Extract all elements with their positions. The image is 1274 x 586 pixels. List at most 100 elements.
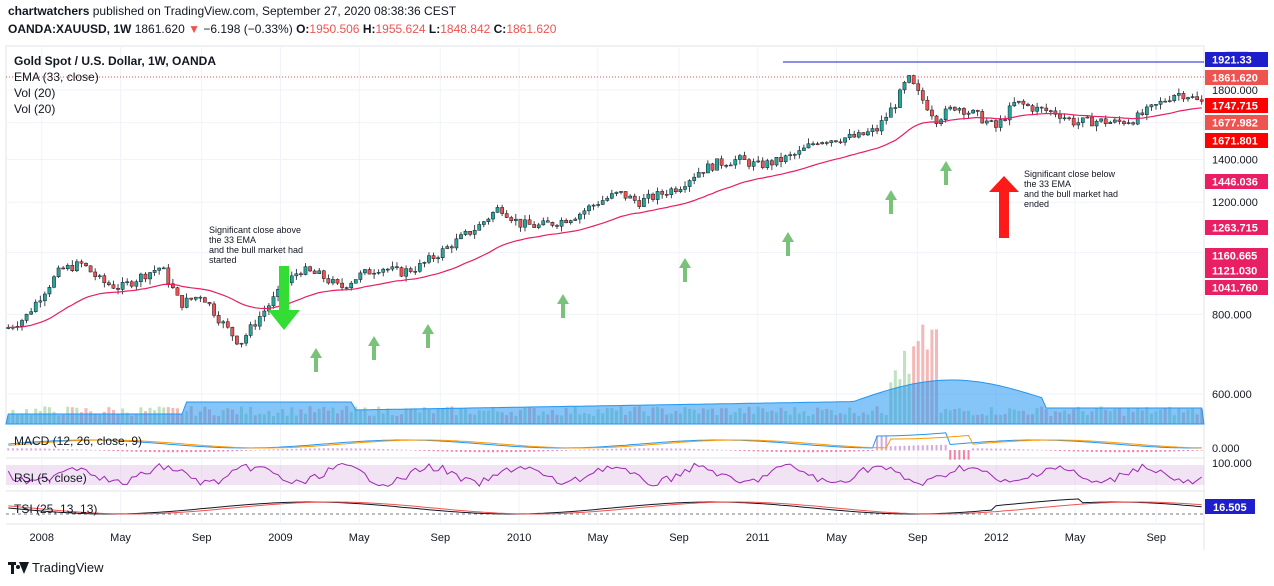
candle <box>271 291 276 309</box>
macd-histogram-bar <box>217 450 220 452</box>
footer-brand[interactable]: TradingView <box>8 560 104 575</box>
candle <box>472 224 477 239</box>
time-axis[interactable]: 2008 May Sep 2009 May Sep 2010 May Sep 2011 May Sep… <box>30 532 1167 544</box>
price-axis-label: 800.000 <box>1212 309 1252 321</box>
candle <box>88 265 93 273</box>
macd-histogram-bar <box>670 448 673 451</box>
close-label: C: <box>493 22 507 36</box>
macd-histogram-bar <box>249 450 252 451</box>
candle <box>806 138 811 149</box>
candle <box>596 201 600 208</box>
ema-legend[interactable]: EMA (33, close) <box>14 70 99 84</box>
macd-histogram-bar <box>665 448 668 451</box>
macd-histogram-bar <box>1159 450 1162 452</box>
macd-line <box>8 432 1202 449</box>
macd-histogram-bar <box>98 450 101 451</box>
candle <box>651 192 655 202</box>
macd-histogram-bar <box>748 450 751 452</box>
candle <box>203 296 207 303</box>
time-axis-label: May <box>587 532 608 544</box>
publisher-name[interactable]: chartwatchers <box>8 4 90 18</box>
candle <box>75 259 79 273</box>
macd-histogram-bar <box>482 450 485 453</box>
macd-histogram-bar <box>972 448 975 451</box>
price-tag: 1747.715 <box>1205 98 1268 113</box>
candle <box>1067 116 1071 121</box>
svg-text:1121.030: 1121.030 <box>1212 266 1257 278</box>
macd-histogram-bar <box>1177 450 1180 452</box>
macd-histogram-bar <box>1090 450 1093 452</box>
vol-legend-2[interactable]: Vol (20) <box>14 102 55 116</box>
tsi-tag: 16.505 <box>1213 502 1247 514</box>
candle <box>93 268 98 281</box>
macd-histogram-bar <box>551 450 554 452</box>
macd-histogram-bar <box>203 450 206 452</box>
macd-histogram-bar <box>117 450 120 452</box>
candle <box>395 262 399 270</box>
candle <box>134 279 139 291</box>
rsi-legend[interactable]: RSI (5, close) <box>14 471 87 485</box>
volume-ma-area <box>5 379 1205 425</box>
candle <box>500 204 504 217</box>
candle <box>221 319 226 329</box>
macd-histogram-bar <box>313 448 316 451</box>
macd-histogram-bar <box>624 448 627 451</box>
vol-legend-1[interactable]: Vol (20) <box>14 86 55 100</box>
macd-histogram-bar <box>542 450 545 452</box>
price-tag: 1041.760 <box>1205 280 1268 295</box>
macd-histogram-bar <box>1068 450 1071 452</box>
macd-histogram-bar <box>281 449 284 451</box>
macd-histogram-bar <box>423 450 426 451</box>
candle <box>989 119 994 122</box>
low-value: 1848.842 <box>440 22 491 36</box>
candle <box>952 106 957 112</box>
macd-histogram-bar <box>103 450 106 451</box>
volume-bar <box>921 324 925 424</box>
price-axis[interactable]: 1800.0001600.0001400.0001200.0001000.000… <box>1212 85 1258 401</box>
annotation-line: Significant close below <box>1024 169 1116 179</box>
macd-histogram-bar <box>1196 450 1199 451</box>
candle <box>1163 98 1167 103</box>
candle <box>1172 94 1177 103</box>
candle <box>687 179 692 192</box>
macd-histogram-bar <box>812 450 815 453</box>
macd-histogram-bar <box>1127 450 1130 453</box>
candle <box>550 221 555 228</box>
candle <box>1039 106 1044 113</box>
svg-text:1041.760: 1041.760 <box>1212 283 1258 295</box>
macd-histogram-bar <box>880 435 883 451</box>
symbol[interactable]: OANDA:XAUUSD, 1W <box>8 22 132 36</box>
macd-histogram-bar <box>688 448 691 451</box>
high-value: 1955.624 <box>375 22 426 36</box>
macd-histogram-bar <box>75 449 78 451</box>
candle <box>189 297 194 301</box>
candle <box>404 265 408 282</box>
macd-histogram-bar <box>1100 450 1103 453</box>
macd-histogram-bar <box>1031 449 1034 451</box>
macd-histogram-bar <box>505 450 508 453</box>
candle <box>861 132 866 136</box>
macd-histogram-bar <box>446 450 449 452</box>
candle <box>555 224 559 229</box>
candle <box>47 284 52 298</box>
macd-histogram-bar <box>1063 450 1066 452</box>
time-axis-label: May <box>826 532 847 544</box>
macd-histogram-bar <box>350 448 353 451</box>
candle <box>1195 91 1199 101</box>
macd-legend[interactable]: MACD (12, 26, close, 9) <box>14 434 142 448</box>
macd-histogram-bar <box>1191 450 1194 451</box>
tsi-legend[interactable]: TSI (25, 13, 13) <box>14 502 97 516</box>
macd-histogram-bar <box>149 450 152 453</box>
candle <box>623 191 628 201</box>
time-axis-label: Sep <box>1146 532 1166 544</box>
candle <box>920 87 925 104</box>
candle <box>79 259 84 268</box>
candle <box>372 269 376 279</box>
macd-histogram-bar <box>491 450 494 453</box>
svg-text:1747.715: 1747.715 <box>1212 101 1258 113</box>
macd-histogram-bar <box>560 450 563 451</box>
candle <box>1122 120 1126 126</box>
candle <box>303 263 308 276</box>
candle <box>600 195 605 206</box>
